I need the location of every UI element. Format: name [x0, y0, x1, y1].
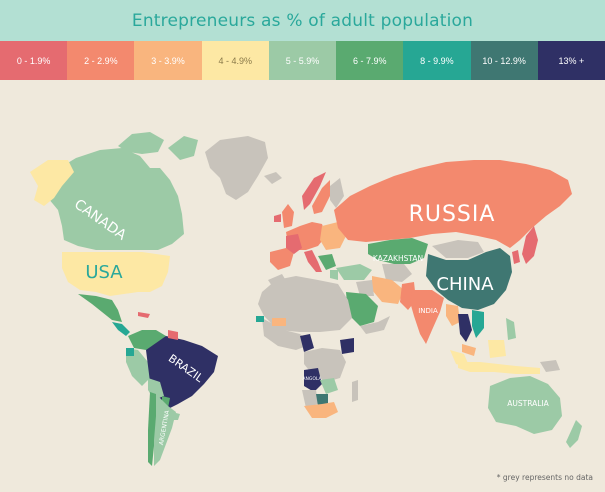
canada	[40, 148, 184, 250]
iceland	[264, 172, 282, 184]
botswana	[316, 394, 328, 406]
label-india: INDIA	[418, 307, 438, 315]
cameroon	[300, 334, 314, 352]
ethiopia	[340, 338, 354, 354]
legend-item: 3 - 3.9%	[134, 41, 202, 80]
japan	[522, 226, 538, 264]
france	[286, 234, 302, 254]
legend-item-label: 4 - 4.9%	[218, 55, 253, 66]
label-australia: AUSTRALIA	[507, 399, 549, 408]
thailand	[458, 314, 472, 342]
india	[410, 290, 444, 344]
legend: 0 - 1.9% 2 - 2.9% 3 - 3.9% 4 - 4.9% 5 - 5.9%…	[0, 41, 605, 80]
kazakhstan	[368, 238, 428, 264]
myanmar	[446, 304, 460, 326]
yemen-oman	[360, 316, 390, 334]
uk	[282, 204, 294, 228]
iran	[372, 276, 404, 304]
angola	[304, 368, 322, 392]
legend-item-label: 2 - 2.9%	[84, 55, 118, 66]
guyana-suriname	[168, 330, 178, 340]
balkans	[318, 254, 336, 270]
legend-item-label: 3 - 3.9%	[151, 55, 185, 66]
indonesia	[458, 362, 540, 374]
chile	[148, 392, 156, 466]
sweden	[312, 180, 330, 214]
norway	[302, 172, 326, 210]
usa	[62, 252, 170, 296]
uruguay	[172, 412, 180, 420]
legend-item: 4 - 4.9%	[201, 41, 269, 80]
malaysia	[462, 344, 476, 356]
world-map: RUSSIA CANADA USA CHINA KAZAKHSTAN INDIA…	[30, 132, 582, 466]
morocco	[268, 274, 288, 292]
alaska	[30, 160, 74, 206]
mongolia	[432, 240, 484, 258]
turkey	[336, 264, 372, 280]
footnote: * grey represents no data	[496, 473, 593, 482]
namibia	[302, 390, 318, 408]
chart-title: Entrepreneurs as % of adult population	[131, 10, 474, 31]
brazil	[146, 336, 218, 410]
south-africa	[304, 402, 338, 418]
australia	[488, 376, 562, 434]
mexico	[78, 294, 122, 322]
legend-item-label: 6 - 7.9%	[352, 55, 387, 66]
label-kazakhstan: KAZAKHSTAN	[373, 254, 423, 263]
legend-item-label: 0 - 1.9%	[16, 55, 51, 66]
label-china: CHINA	[436, 274, 494, 295]
vietnam	[472, 310, 484, 338]
legend-item-label: 5 - 5.9%	[285, 55, 320, 66]
ireland	[274, 214, 281, 222]
burkina-faso	[272, 318, 286, 326]
italy	[304, 250, 322, 272]
korea	[512, 250, 520, 264]
legend-item: 10 - 12.9%	[470, 41, 538, 80]
legend-item: 8 - 9.9%	[403, 41, 471, 80]
senegal	[256, 316, 264, 322]
label-usa: USA	[85, 262, 123, 283]
zambia	[320, 378, 338, 394]
legend-item-label: 10 - 12.9%	[482, 55, 526, 66]
legend-item: 2 - 2.9%	[67, 41, 135, 80]
saudi-arabia	[346, 292, 378, 326]
legend-item: 0 - 1.9%	[0, 41, 68, 80]
spain-portugal	[270, 248, 294, 270]
ecuador-peru	[126, 348, 150, 386]
legend-item-label: 13% +	[558, 55, 585, 66]
finland	[330, 178, 344, 208]
iraq-syria	[356, 280, 374, 296]
madagascar	[352, 380, 358, 402]
legend-item-label: 8 - 9.9%	[420, 55, 454, 66]
ecuador	[126, 348, 134, 356]
label-russia: RUSSIA	[409, 202, 496, 227]
legend-item: 5 - 5.9%	[268, 41, 337, 80]
central-america	[112, 322, 130, 336]
sumatra	[450, 350, 470, 368]
borneo	[488, 340, 506, 358]
argentina	[154, 394, 176, 466]
china	[426, 248, 512, 310]
russia	[334, 160, 572, 248]
label-angola: ANGOLA	[302, 376, 322, 382]
new-zealand	[566, 420, 582, 448]
caribbean	[138, 312, 150, 318]
central-asia	[382, 264, 412, 282]
greenland	[205, 136, 268, 200]
philippines	[506, 318, 516, 340]
legend-item: 13% +	[537, 41, 605, 80]
papua-new-guinea	[540, 360, 560, 372]
title-bar: Entrepreneurs as % of adult population	[0, 0, 605, 41]
greece	[330, 270, 338, 280]
legend-item: 6 - 7.9%	[336, 41, 404, 80]
canada-islands	[118, 132, 198, 160]
